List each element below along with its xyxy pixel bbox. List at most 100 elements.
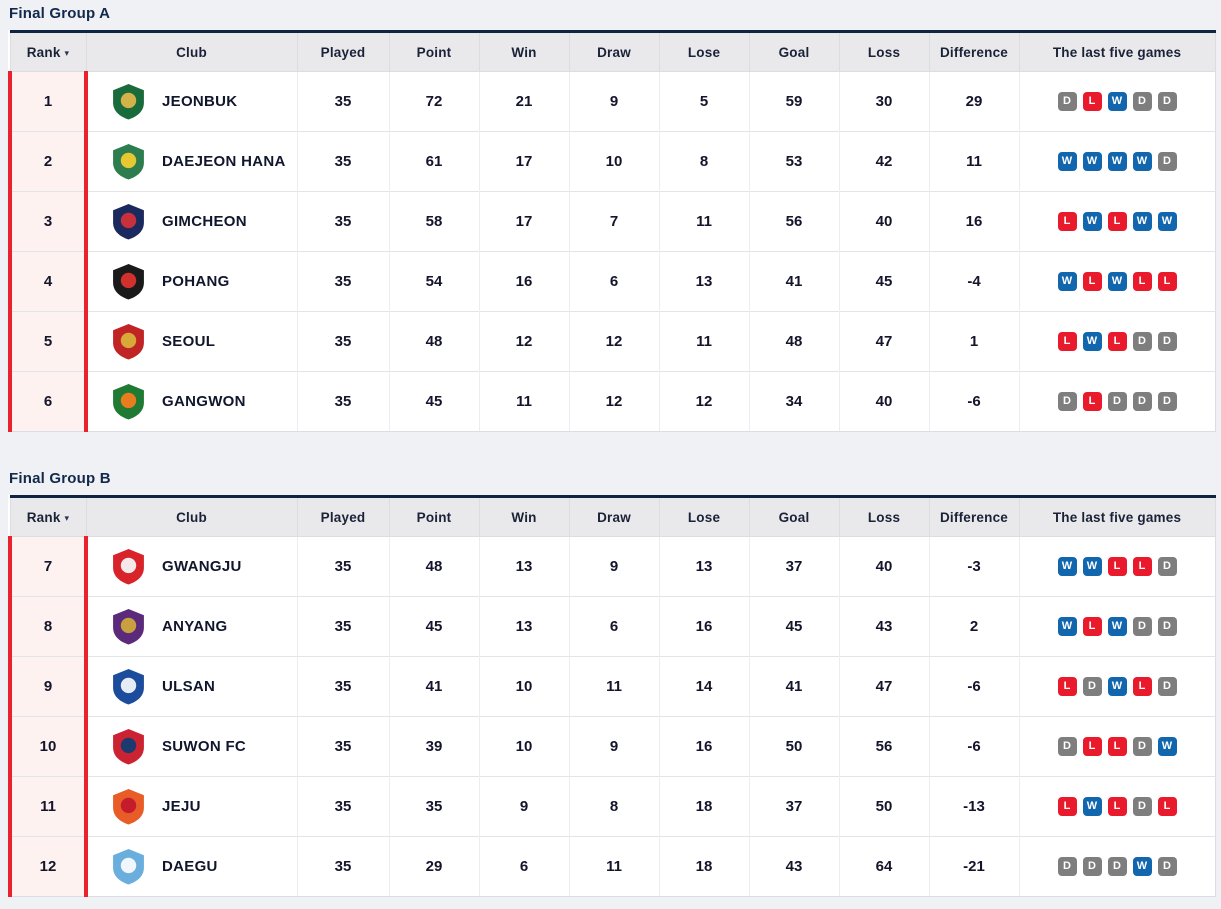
lose-cell: 16 bbox=[658, 596, 749, 657]
club-name: JEONBUK bbox=[162, 93, 238, 110]
goal-cell: 59 bbox=[748, 71, 839, 132]
club-cell[interactable]: GIMCHEON bbox=[86, 191, 297, 252]
result-badge-l: L bbox=[1132, 272, 1152, 291]
result-badge-w: W bbox=[1107, 92, 1127, 111]
club-cell[interactable]: JEONBUK bbox=[86, 71, 297, 132]
club-cell[interactable]: GANGWON bbox=[86, 371, 297, 432]
result-badge-w: W bbox=[1057, 272, 1077, 291]
difference-cell: -6 bbox=[928, 716, 1019, 777]
table-row[interactable]: 12 DAEGU 35 29 6 11 18 43 64 -21 D D D W D bbox=[8, 836, 1216, 897]
draw-cell: 6 bbox=[568, 596, 659, 657]
column-header-goal: Goal bbox=[748, 496, 839, 537]
table-row[interactable]: 11 JEJU 35 35 9 8 18 37 50 -13 L W L D L bbox=[8, 776, 1216, 837]
column-label: Rank bbox=[26, 509, 61, 525]
loss-cell: 30 bbox=[838, 71, 929, 132]
column-header-last5: The last five games bbox=[1018, 31, 1216, 72]
result-badge-w: W bbox=[1107, 617, 1127, 636]
rank-cell: 7 bbox=[8, 536, 88, 597]
gwangju-club-logo bbox=[113, 549, 144, 585]
win-cell: 11 bbox=[478, 371, 569, 432]
win-cell: 16 bbox=[478, 251, 569, 312]
difference-cell: -13 bbox=[928, 776, 1019, 837]
goal-cell: 48 bbox=[748, 311, 839, 372]
column-label: Goal bbox=[778, 509, 810, 525]
club-cell[interactable]: DAEJEON HANA bbox=[86, 131, 297, 192]
point-cell: 35 bbox=[388, 776, 479, 837]
club-cell[interactable]: SUWON FC bbox=[86, 716, 297, 777]
difference-cell: 11 bbox=[928, 131, 1019, 192]
table-row[interactable]: 5 SEOUL 35 48 12 12 11 48 47 1 L W L D D bbox=[8, 311, 1216, 372]
table-row[interactable]: 8 ANYANG 35 45 13 6 16 45 43 2 W L W D D bbox=[8, 596, 1216, 657]
result-badge-w: W bbox=[1157, 212, 1177, 231]
result-badge-l: L bbox=[1132, 557, 1152, 576]
result-badge-w: W bbox=[1132, 212, 1152, 231]
club-name: SUWON FC bbox=[162, 738, 247, 755]
rank-cell: 8 bbox=[8, 596, 88, 657]
club-name: ANYANG bbox=[162, 618, 228, 635]
column-header-win: Win bbox=[478, 496, 569, 537]
table-row[interactable]: 6 GANGWON 35 45 11 12 12 34 40 -6 D L D D D bbox=[8, 371, 1216, 432]
draw-cell: 11 bbox=[568, 836, 659, 897]
win-cell: 17 bbox=[478, 131, 569, 192]
suwon-fc-club-logo bbox=[113, 729, 144, 765]
table-row[interactable]: 2 DAEJEON HANA 35 61 17 10 8 53 42 11 W W W W D bbox=[8, 131, 1216, 192]
result-badge-w: W bbox=[1132, 857, 1152, 876]
column-header-rank[interactable]: Rank ▾ bbox=[9, 496, 86, 537]
draw-cell: 9 bbox=[568, 536, 659, 597]
club-name: GANGWON bbox=[162, 393, 246, 410]
difference-cell: 29 bbox=[928, 71, 1019, 132]
seoul-club-logo bbox=[113, 324, 144, 360]
column-header-rank[interactable]: Rank ▾ bbox=[9, 31, 86, 72]
table-row[interactable]: 10 SUWON FC 35 39 10 9 16 50 56 -6 D L L D W bbox=[8, 716, 1216, 777]
draw-cell: 10 bbox=[568, 131, 659, 192]
column-label: Difference bbox=[939, 44, 1009, 60]
point-cell: 48 bbox=[388, 311, 479, 372]
table-row[interactable]: 7 GWANGJU 35 48 13 9 13 37 40 -3 W W L L D bbox=[8, 536, 1216, 597]
difference-cell: -6 bbox=[928, 371, 1019, 432]
club-cell[interactable]: ANYANG bbox=[86, 596, 297, 657]
column-label: Club bbox=[176, 44, 207, 60]
goal-cell: 37 bbox=[748, 776, 839, 837]
column-label: Loss bbox=[867, 44, 901, 60]
club-cell[interactable]: JEJU bbox=[86, 776, 297, 837]
club-cell-inner: DAEGU bbox=[110, 848, 296, 885]
table-row[interactable]: 9 ULSAN 35 41 10 11 14 41 47 -6 L D W L D bbox=[8, 656, 1216, 717]
club-cell[interactable]: ULSAN bbox=[86, 656, 297, 717]
goal-cell: 41 bbox=[748, 251, 839, 312]
result-badge-d: D bbox=[1107, 857, 1127, 876]
column-header-club: Club bbox=[85, 31, 297, 72]
result-badge-w: W bbox=[1157, 737, 1177, 756]
point-cell: 48 bbox=[388, 536, 479, 597]
column-label: Draw bbox=[597, 44, 631, 60]
result-badge-d: D bbox=[1082, 677, 1102, 696]
club-cell-inner: GIMCHEON bbox=[110, 203, 296, 240]
club-cell[interactable]: POHANG bbox=[86, 251, 297, 312]
goal-cell: 34 bbox=[748, 371, 839, 432]
goal-cell: 37 bbox=[748, 536, 839, 597]
point-cell: 45 bbox=[388, 371, 479, 432]
played-cell: 35 bbox=[296, 71, 389, 132]
goal-cell: 50 bbox=[748, 716, 839, 777]
column-header-point: Point bbox=[388, 496, 479, 537]
group-a-standings-table: Rank ▾ Club Played Point Win Draw Lose Goal Loss D… bbox=[8, 30, 1216, 432]
table-row[interactable]: 1 JEONBUK 35 72 21 9 5 59 30 29 D L W D D bbox=[8, 71, 1216, 132]
loss-cell: 40 bbox=[838, 191, 929, 252]
club-cell[interactable]: GWANGJU bbox=[86, 536, 297, 597]
result-badge-l: L bbox=[1107, 557, 1127, 576]
club-cell[interactable]: SEOUL bbox=[86, 311, 297, 372]
table-row[interactable]: 3 GIMCHEON 35 58 17 7 11 56 40 16 L W L W W bbox=[8, 191, 1216, 252]
loss-cell: 43 bbox=[838, 596, 929, 657]
table-row[interactable]: 4 POHANG 35 54 16 6 13 41 45 -4 W L W L L bbox=[8, 251, 1216, 312]
result-badge-l: L bbox=[1057, 677, 1077, 696]
result-badge-d: D bbox=[1107, 392, 1127, 411]
result-badge-l: L bbox=[1057, 212, 1077, 231]
played-cell: 35 bbox=[296, 311, 389, 372]
club-cell[interactable]: DAEGU bbox=[86, 836, 297, 897]
